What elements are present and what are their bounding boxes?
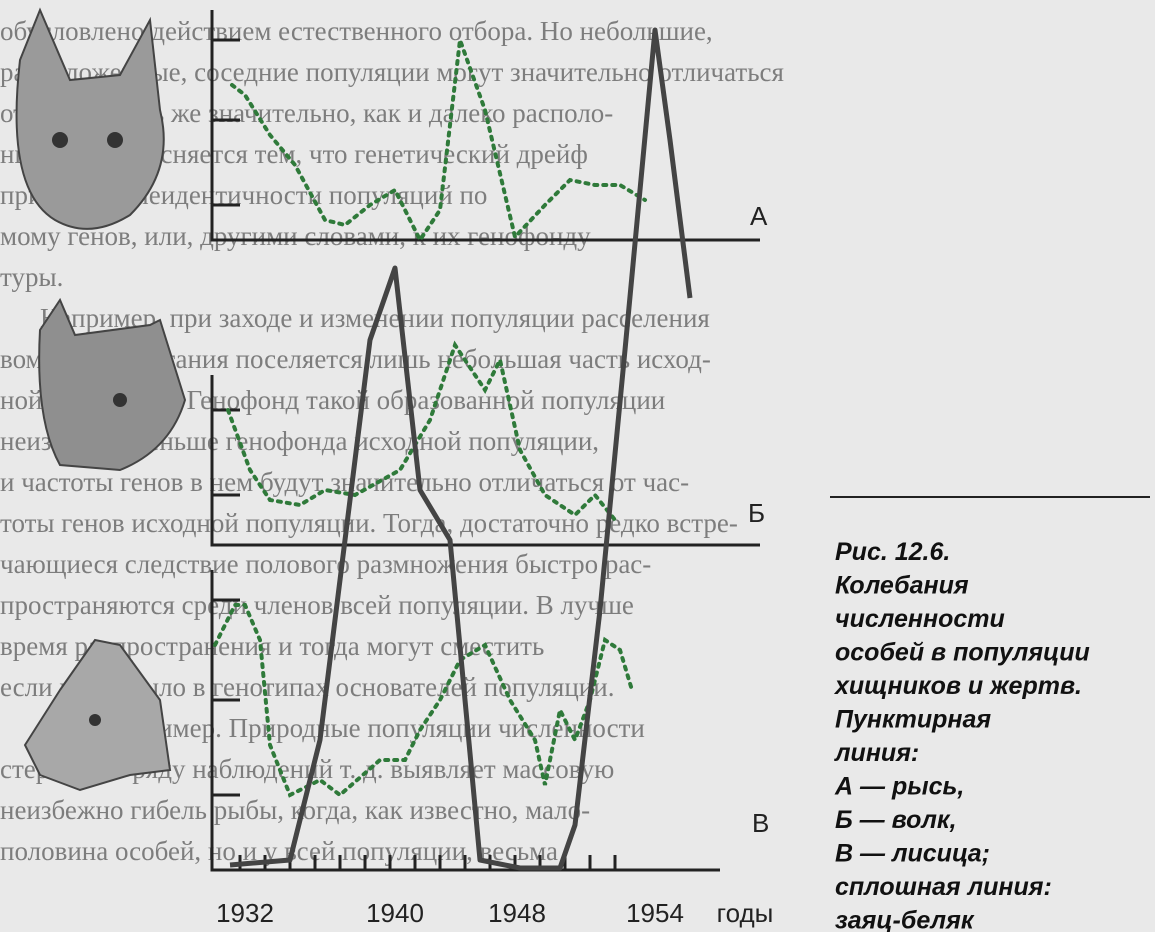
text-line: неизбежно гибель рыбы, когда, как извест… bbox=[0, 795, 590, 825]
x-label: 1940 bbox=[366, 898, 424, 928]
wolf-curve bbox=[226, 340, 617, 522]
panel-label: В bbox=[752, 808, 769, 838]
caption-line: сплошная линия: bbox=[835, 873, 1052, 901]
caption-line: линия: bbox=[834, 739, 919, 767]
caption-line: Колебания bbox=[835, 572, 969, 600]
x-label: годы bbox=[717, 898, 774, 928]
figure-labels: А Б В 1932 1940 1948 1954 годы bbox=[216, 201, 773, 928]
caption-line: В — лисица; bbox=[835, 840, 990, 868]
text-line: чающиеся следствие полового размножения … bbox=[0, 549, 651, 579]
caption-line: численности bbox=[835, 605, 1005, 633]
text-line: туры. bbox=[0, 262, 63, 292]
text-line: тоты генов исходной популяции. Тогда, до… bbox=[0, 508, 738, 538]
text-line: пространяются среди членов всей популяци… bbox=[0, 590, 634, 620]
lynx-illustration bbox=[15, 7, 165, 230]
fox-illustration bbox=[23, 638, 172, 792]
fox-curve bbox=[213, 603, 634, 798]
caption-line: заяц-беляк bbox=[835, 907, 975, 932]
text-line: обусловлено действием естественного отбо… bbox=[0, 16, 713, 46]
x-label: 1954 bbox=[626, 898, 684, 928]
hare-curve bbox=[229, 27, 693, 871]
caption-line: хищников и жертв. bbox=[833, 672, 1082, 700]
caption-line: Рис. 12.6. bbox=[835, 538, 950, 566]
caption: Рис. 12.6. Колебания численности особей в п… bbox=[833, 538, 1090, 932]
caption-line: Б — волк, bbox=[835, 806, 957, 834]
panel-label: Б bbox=[748, 498, 765, 528]
caption-line: Пунктирная bbox=[835, 706, 991, 734]
caption-line: особей в популяции bbox=[835, 639, 1090, 667]
caption-line: А — рысь, bbox=[834, 773, 964, 801]
x-label: 1932 bbox=[216, 898, 274, 928]
x-label: 1948 bbox=[488, 898, 546, 928]
wolf-illustration bbox=[38, 297, 187, 472]
panel-label: А bbox=[750, 201, 768, 231]
